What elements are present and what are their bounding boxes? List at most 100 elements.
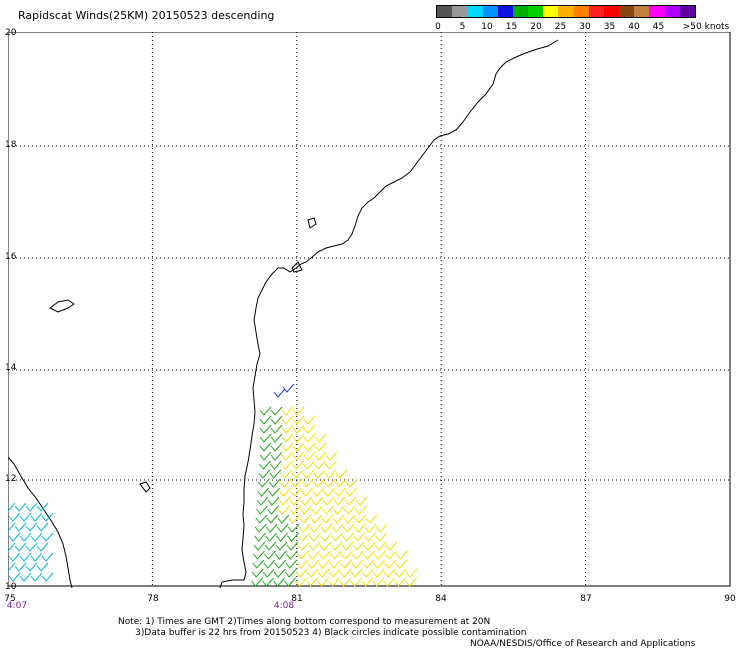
island-outline (139, 481, 151, 493)
wind-barb (361, 568, 374, 578)
latitude-label: 10 (5, 582, 17, 592)
island-outline (49, 299, 75, 313)
wind-barb (344, 505, 356, 515)
wind-barb (255, 514, 268, 524)
legend-color-swatch (679, 6, 695, 17)
wind-barb (268, 478, 281, 488)
wind-barb (281, 406, 294, 416)
wind-barb (259, 415, 272, 425)
note-line: Note: 1) Times are GMT 2)Times along bot… (118, 617, 491, 627)
wind-barb (282, 383, 295, 393)
wind-barb (14, 522, 27, 532)
legend-tick-label: 20 (530, 22, 542, 32)
longitude-label: 87 (580, 594, 592, 604)
wind-barb (350, 577, 362, 587)
wind-barb (313, 469, 326, 479)
wind-barb (30, 572, 43, 582)
wind-barb (318, 559, 331, 569)
legend-color-swatch (482, 6, 498, 17)
wind-barb (298, 523, 311, 533)
wind-barb (350, 568, 363, 578)
wind-barb (323, 478, 336, 488)
wind-barb (303, 451, 316, 461)
wind-barb (8, 572, 21, 582)
wind-barb (301, 487, 313, 497)
wind-barb (286, 541, 299, 551)
wind-barb (281, 451, 294, 461)
wind-barb (270, 460, 282, 470)
lat-lon-grid (8, 32, 730, 586)
wind-barb (284, 577, 296, 587)
wind-barb (320, 523, 333, 533)
wind-barb (276, 523, 289, 533)
wind-barb (36, 502, 49, 512)
wind-barb (25, 542, 38, 552)
wind-barb (364, 532, 376, 542)
legend-tick-label: >50 knots (682, 22, 730, 32)
wind-barb (30, 532, 43, 542)
wind-barb (281, 433, 294, 443)
wind-barb (297, 550, 309, 560)
wind-barb (339, 577, 351, 587)
legend-tick-label: 15 (505, 22, 518, 32)
wind-barb (270, 406, 283, 416)
wind-barb (267, 505, 279, 515)
longitude-label: 90 (724, 594, 736, 604)
wind-barb (340, 559, 353, 569)
longitude-label: 75 (4, 594, 16, 604)
legend-color-swatch (528, 6, 544, 17)
legend-tick-label: 5 (459, 22, 466, 32)
wind-barb (253, 550, 265, 560)
wind-barb (292, 433, 305, 443)
wind-barb (273, 568, 286, 578)
wind-barb (384, 559, 397, 569)
wind-barb (281, 415, 294, 425)
wind-barb (253, 541, 266, 551)
wind-barb (353, 523, 366, 533)
wind-barb (330, 541, 343, 551)
wind-barb (259, 424, 272, 434)
legend-tick-label: 45 (652, 22, 665, 32)
wind-barb (372, 568, 385, 578)
wind-barb (41, 572, 54, 582)
wind-barb (394, 568, 407, 578)
wind-barb (394, 577, 406, 587)
wind-barb (303, 424, 316, 434)
legend-color-swatch (558, 6, 574, 17)
longitude-label: 81 (291, 594, 303, 604)
wind-barb (308, 541, 321, 551)
wind-barb (256, 496, 269, 506)
wind-barb (375, 532, 387, 542)
wind-barb (267, 496, 280, 506)
wind-barb (41, 552, 54, 562)
wind-barb (30, 552, 43, 562)
wind-barb (264, 541, 277, 551)
wind-barb (14, 502, 27, 512)
legend-color-swatch (588, 6, 604, 17)
lake-outline (291, 261, 303, 273)
legend-color-swatch (543, 6, 559, 17)
wind-barb (362, 559, 375, 569)
wind-barb (270, 433, 283, 443)
wind-barb (375, 523, 388, 533)
wind-barb (302, 469, 315, 479)
wind-barb (277, 514, 290, 524)
wind-barb (298, 532, 310, 542)
wind-barb (364, 523, 377, 533)
longitude-label: 84 (435, 594, 447, 604)
wind-map (8, 32, 731, 588)
wind-barb (331, 532, 343, 542)
wind-barb (36, 562, 49, 572)
wind-barb (317, 577, 329, 587)
legend-color-swatch (603, 6, 620, 17)
wind-barb (374, 541, 387, 551)
wind-barb (355, 505, 367, 515)
legend-color-swatch (619, 6, 635, 17)
wind-barb (334, 478, 347, 488)
wind-barb (385, 550, 397, 560)
legend-color-swatch (467, 6, 483, 17)
wind-barb (355, 496, 368, 506)
wind-barb (274, 559, 287, 569)
wind-barb (303, 460, 315, 470)
wind-barb (314, 460, 326, 470)
